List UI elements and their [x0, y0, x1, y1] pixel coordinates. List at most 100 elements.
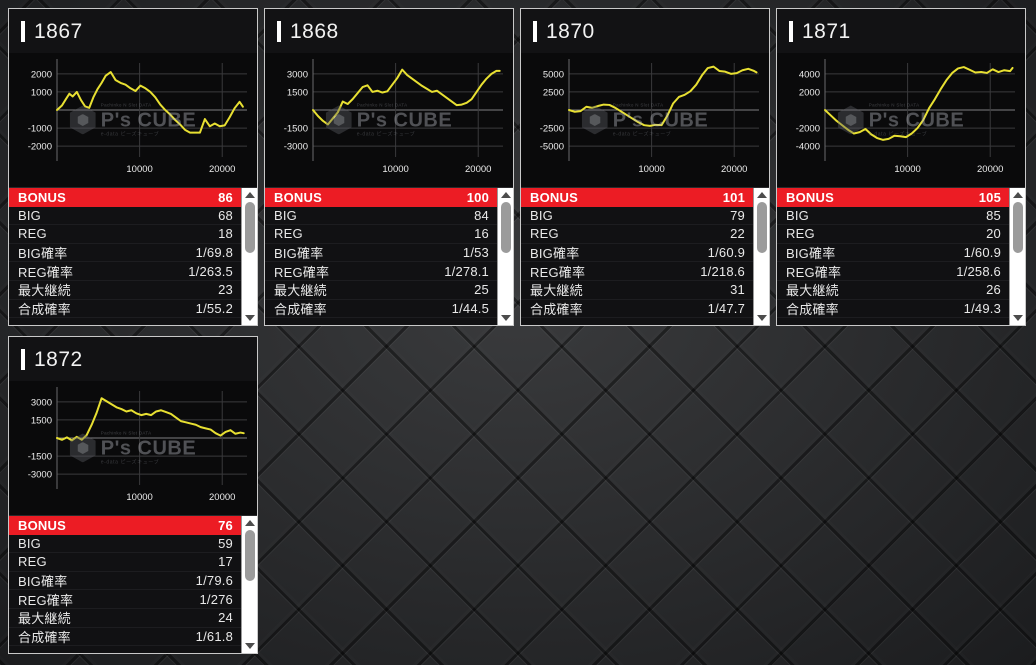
stat-label-max_streak: 最大継続: [18, 611, 71, 627]
stat-row-max_streak: 最大継続 31: [521, 281, 753, 300]
svg-text:10000: 10000: [382, 164, 408, 175]
machine-card[interactable]: 1870 5000 2500 -2500 -5000 10000 20000 Pachinko…: [520, 8, 770, 326]
machine-number: 1870: [546, 19, 595, 43]
stat-value-big_rate: 1/79.6: [195, 573, 233, 589]
scrollbar-track[interactable]: [754, 198, 769, 315]
scrollbar-track[interactable]: [1010, 198, 1025, 315]
stat-value-big: 84: [474, 207, 489, 223]
title-accent-bar: [533, 20, 537, 42]
stat-row-reg: REG 18: [9, 225, 241, 244]
scrollbar-track[interactable]: [242, 526, 257, 643]
machine-number: 1868: [290, 19, 339, 43]
stat-label-reg: REG: [18, 554, 47, 570]
svg-text:-1500: -1500: [28, 452, 52, 463]
stat-value-bonus: 100: [466, 189, 489, 205]
stat-label-reg_rate: REG確率: [530, 264, 586, 280]
stat-row-big: BIG 68: [9, 207, 241, 226]
payout-graph[interactable]: 3000 1500 -1500 -3000 10000 20000 Pachinko N S…: [9, 381, 257, 515]
stat-label-big_rate: BIG確率: [786, 246, 836, 262]
stat-rows: BONUS 76 BIG 59 REG 17 BIG確率 1/79.6 REG確率 1/276 最大…: [9, 516, 241, 653]
stat-row-max_streak: 最大継続 24: [9, 609, 241, 628]
stat-value-bonus: 86: [218, 189, 233, 205]
machine-number: 1871: [802, 19, 851, 43]
machine-card[interactable]: 1871 4000 2000 -2000 -4000 10000 20000 Pachinko…: [776, 8, 1026, 326]
stats-scrollbar[interactable]: [241, 188, 257, 325]
scroll-down-arrow-icon[interactable]: [500, 315, 511, 321]
svg-text:20000: 20000: [209, 492, 235, 503]
stat-label-big_rate: BIG確率: [18, 246, 68, 262]
stat-value-big: 68: [218, 207, 233, 223]
stat-label-total_rate: 合成確率: [18, 629, 71, 645]
title-accent-bar: [21, 20, 25, 42]
machine-card[interactable]: 1872 3000 1500 -1500 -3000 10000 20000 Pachinko…: [8, 336, 258, 654]
stat-value-reg: 17: [218, 554, 233, 570]
svg-text:-2000: -2000: [796, 124, 820, 135]
stat-label-reg_rate: REG確率: [786, 264, 842, 280]
scroll-down-arrow-icon[interactable]: [244, 643, 255, 649]
svg-text:20000: 20000: [209, 164, 235, 175]
scroll-up-arrow-icon[interactable]: [244, 192, 255, 198]
stat-row-big_rate: BIG確率 1/53: [265, 244, 497, 263]
machine-number: 1867: [34, 19, 83, 43]
stats-scrollbar[interactable]: [1009, 188, 1025, 325]
svg-text:-1000: -1000: [28, 124, 52, 135]
stat-row-big_rate: BIG確率 1/60.9: [521, 244, 753, 263]
stat-row-big_rate: BIG確率 1/60.9: [777, 244, 1009, 263]
payout-graph[interactable]: 3000 1500 -1500 -3000 10000 20000 Pachinko N S…: [265, 53, 513, 187]
stats-scrollbar[interactable]: [497, 188, 513, 325]
stat-value-reg: 22: [730, 226, 745, 242]
stats-panel: BONUS 86 BIG 68 REG 18 BIG確率 1/69.8 REG確率 1/263.5…: [9, 187, 257, 325]
scroll-up-arrow-icon[interactable]: [1012, 192, 1023, 198]
payout-graph[interactable]: 5000 2500 -2500 -5000 10000 20000 Pachinko N S…: [521, 53, 769, 187]
scroll-down-arrow-icon[interactable]: [756, 315, 767, 321]
title-accent-bar: [789, 20, 793, 42]
scrollbar-thumb[interactable]: [1013, 202, 1023, 254]
stat-label-big: BIG: [786, 207, 809, 223]
scrollbar-thumb[interactable]: [245, 530, 255, 582]
svg-text:2000: 2000: [31, 69, 52, 80]
stat-label-big_rate: BIG確率: [18, 574, 68, 590]
stat-row-big_rate: BIG確率 1/79.6: [9, 572, 241, 591]
stat-label-big: BIG: [274, 207, 297, 223]
stat-label-total_rate: 合成確率: [530, 301, 583, 317]
stat-row-max_streak: 最大継続 25: [265, 281, 497, 300]
scroll-up-arrow-icon[interactable]: [756, 192, 767, 198]
stat-value-reg_rate: 1/278.1: [444, 263, 489, 279]
stat-value-big: 59: [218, 535, 233, 551]
scroll-down-arrow-icon[interactable]: [244, 315, 255, 321]
svg-text:10000: 10000: [126, 164, 152, 175]
machine-card[interactable]: 1867 2000 1000 -1000 -2000 10000 20000 Pachinko…: [8, 8, 258, 326]
stat-value-max_streak: 31: [730, 282, 745, 298]
svg-text:-5000: -5000: [540, 142, 564, 153]
machine-card[interactable]: 1868 3000 1500 -1500 -3000 10000 20000 Pachinko…: [264, 8, 514, 326]
title-accent-bar: [21, 348, 25, 370]
stats-scrollbar[interactable]: [753, 188, 769, 325]
stat-row-big: BIG 59: [9, 535, 241, 554]
scrollbar-track[interactable]: [498, 198, 513, 315]
scrollbar-track[interactable]: [242, 198, 257, 315]
stat-label-big_rate: BIG確率: [274, 246, 324, 262]
scrollbar-thumb[interactable]: [757, 202, 767, 254]
stat-row-total_rate: 合成確率 1/55.2: [9, 300, 241, 319]
payout-graph[interactable]: 2000 1000 -1000 -2000 10000 20000 Pachinko N S…: [9, 53, 257, 187]
scroll-down-arrow-icon[interactable]: [1012, 315, 1023, 321]
stats-panel: BONUS 101 BIG 79 REG 22 BIG確率 1/60.9 REG確率 1/218.…: [521, 187, 769, 325]
scroll-up-arrow-icon[interactable]: [244, 520, 255, 526]
svg-text:3000: 3000: [31, 397, 52, 408]
stat-row-big: BIG 79: [521, 207, 753, 226]
stat-row-reg_rate: REG確率 1/258.6: [777, 262, 1009, 281]
scroll-up-arrow-icon[interactable]: [500, 192, 511, 198]
svg-text:4000: 4000: [799, 69, 820, 80]
scrollbar-thumb[interactable]: [245, 202, 255, 254]
card-header: 1871: [777, 9, 1025, 53]
stat-rows: BONUS 100 BIG 84 REG 16 BIG確率 1/53 REG確率 1/278.1 最…: [265, 188, 497, 325]
svg-text:20000: 20000: [977, 164, 1003, 175]
payout-graph[interactable]: 4000 2000 -2000 -4000 10000 20000 Pachinko N S…: [777, 53, 1025, 187]
scrollbar-thumb[interactable]: [501, 202, 511, 254]
stats-scrollbar[interactable]: [241, 516, 257, 653]
stat-row-reg_rate: REG確率 1/278.1: [265, 262, 497, 281]
stat-label-big: BIG: [18, 207, 41, 223]
stat-value-total_rate: 1/55.2: [195, 300, 233, 316]
stat-label-total_rate: 合成確率: [274, 301, 327, 317]
stat-row-total_rate: 合成確率 1/47.7: [521, 300, 753, 319]
